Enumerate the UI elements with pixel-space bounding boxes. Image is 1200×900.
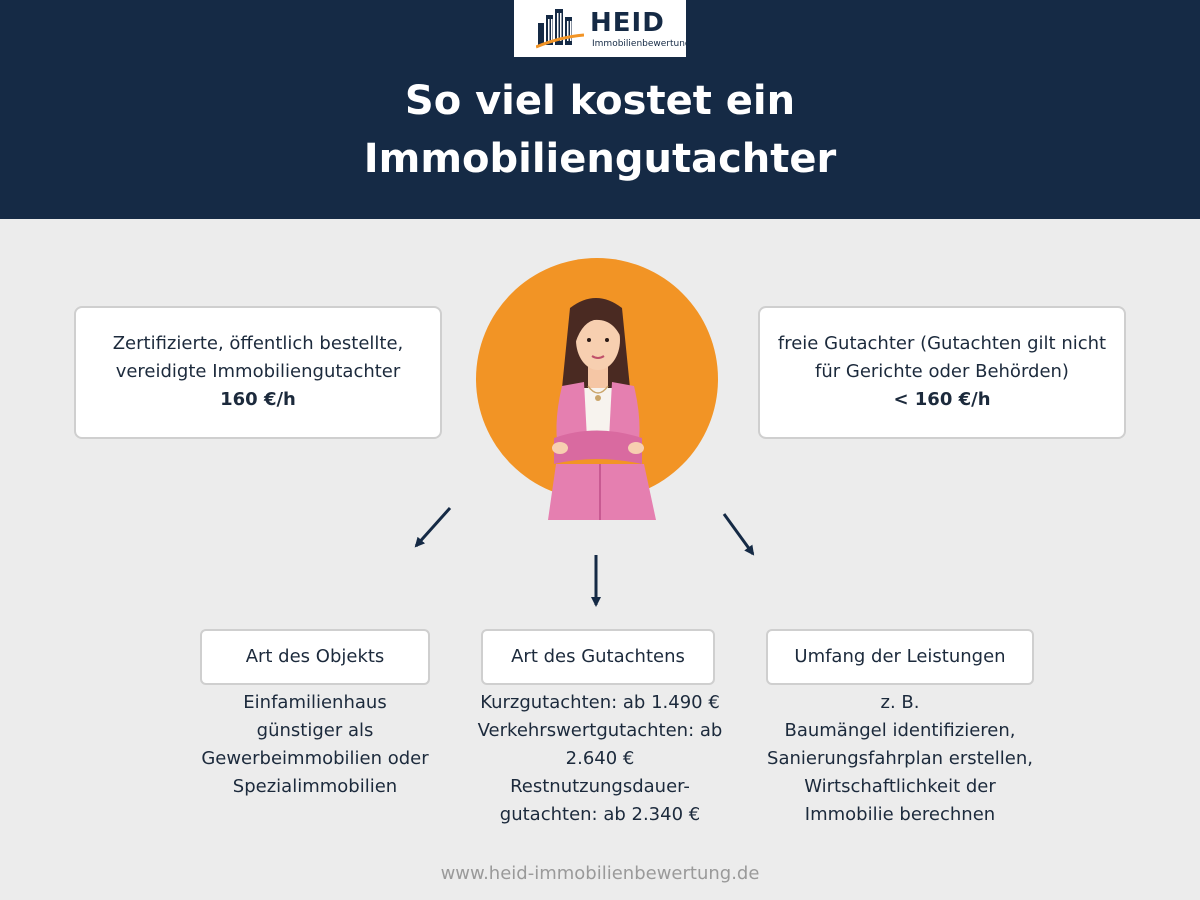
description-line: z. B. [880, 692, 920, 713]
header-banner: HEID Immobilienbewertung So viel kostet … [0, 0, 1200, 219]
free-price: < 160 €/h [893, 389, 991, 410]
description-line: Kurzgutachten: ab 1.490 € [480, 692, 720, 713]
arrow-down-right [722, 513, 755, 556]
arrow-down-left [414, 506, 452, 548]
page-title: So viel kostet ein Immobiliengutachter [0, 72, 1200, 188]
title-line-1: So viel kostet ein [404, 78, 796, 124]
description-line: Spezialimmobilien [232, 776, 398, 797]
title-line-2: Immobiliengutachter [363, 136, 837, 182]
description-line: gutachten: ab 2.340 € [499, 804, 701, 825]
certified-price: 160 €/h [220, 389, 296, 410]
factor-object-type-description: Einfamilienhaus günstiger als Gewerbeimm… [180, 689, 450, 801]
appraiser-woman-illustration [476, 258, 718, 520]
description-line: Einfamilienhaus [243, 692, 387, 713]
logo: HEID Immobilienbewertung [514, 0, 691, 57]
factor-appraisal-type-box: Art des Gutachtens [481, 629, 715, 685]
description-line: Sanierungsfahrplan erstellen, [767, 748, 1033, 769]
factor-object-type-box: Art des Objekts [200, 629, 430, 685]
description-line: Restnutzungsdauer- [510, 776, 690, 797]
description-line: Gewerbeimmobilien oder [201, 748, 429, 769]
description-line: Wirtschaftlichkeit der [804, 776, 996, 797]
description-line: 2.640 € [565, 748, 635, 769]
certified-appraiser-card: Zertifizierte, öffentlich bestellte, ver… [74, 306, 442, 439]
free-line-2: für Gerichte oder Behörden) [815, 361, 1069, 382]
free-appraiser-card: freie Gutachter (Gutachten gilt nicht fü… [758, 306, 1126, 439]
certified-line-1: Zertifizierte, öffentlich bestellte, [112, 333, 404, 354]
description-line: günstiger als [256, 720, 374, 741]
building-logo-icon [536, 9, 584, 49]
factor-service-scope-box: Umfang der Leistungen [766, 629, 1034, 685]
description-line: Verkehrswertgutachten: ab [477, 720, 723, 741]
logo-name: HEID [590, 8, 665, 38]
free-line-1: freie Gutachter (Gutachten gilt nicht [777, 333, 1107, 354]
description-line: Immobilie berechnen [804, 804, 996, 825]
description-line: Baumängel identifizieren, [784, 720, 1016, 741]
logo-subtitle: Immobilienbewertung [592, 39, 691, 49]
footer-url[interactable]: www.heid-immobilienbewertung.de [440, 863, 760, 884]
factor-service-scope-description: z. B. Baumängel identifizieren, Sanierun… [750, 689, 1050, 829]
factor-appraisal-type-description: Kurzgutachten: ab 1.490 € Verkehrswertgu… [460, 689, 740, 829]
certified-line-2: vereidigte Immobiliengutachter [115, 361, 401, 382]
